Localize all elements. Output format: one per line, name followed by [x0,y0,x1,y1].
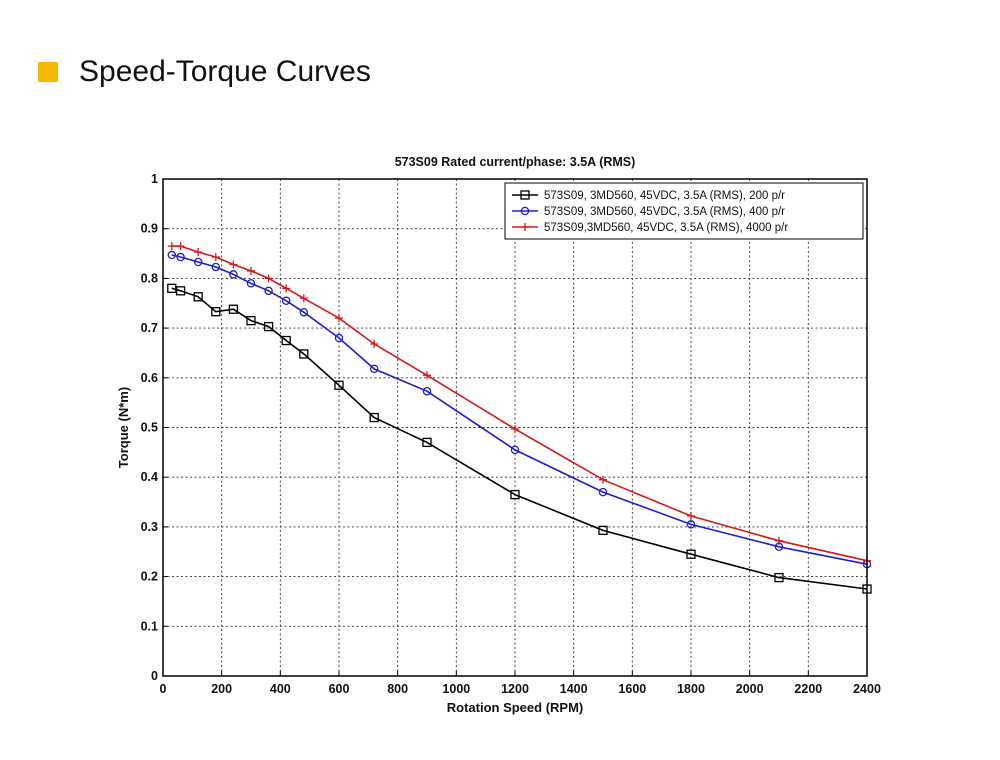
data-point [299,349,309,359]
chart-panel: 0 200 400 600 800 1000 1200 1400 1600 1800 2000 220… [112,145,892,725]
data-point [335,314,343,323]
data-point [281,335,291,346]
data-point [422,437,432,448]
data-point [369,364,379,374]
data-point [423,371,431,380]
data-point [369,412,379,423]
series-3 [167,242,871,565]
y-tick-label: 0.9 [141,222,158,236]
x-tick-label: 1200 [501,682,529,696]
speed-torque-chart: 0 200 400 600 800 1000 1200 1400 1600 1800 2000 220… [112,145,892,725]
x-tick-label: 1400 [560,682,588,696]
legend-box [504,182,864,240]
x-axis-label: Rotation Speed (RPM) [447,700,584,715]
x-tick-label: 2200 [794,682,822,696]
data-point [229,260,238,269]
legend: 573S09, 3MD560, 45VDC, 3.5A (RMS), 200 p… [504,182,864,240]
y-tick-label: 0.4 [141,470,158,484]
data-point [246,315,256,326]
data-point [422,386,432,396]
y-tick-label: 0.6 [141,371,158,385]
data-point [264,274,273,283]
x-tick-label: 2400 [853,682,881,696]
data-point [167,242,176,251]
data-point [167,283,177,293]
data-point [211,253,220,262]
square-bullet-icon [38,62,58,82]
data-point [281,296,291,306]
y-tick-label: 0.2 [141,570,158,584]
data-point [193,292,203,302]
data-point [510,489,520,500]
x-tick-label: 0 [160,682,167,696]
chart-background [112,145,892,725]
y-axis-label: Torque (N*m) [116,387,131,468]
data-point [598,487,608,497]
data-point [211,307,221,317]
legend-entry: 573S09, 3MD560, 45VDC, 3.5A (RMS), 400 p… [544,206,785,218]
data-point [687,511,695,520]
y-tick-label: 0.5 [141,421,158,435]
y-tick-label: 0.8 [141,271,158,285]
series-line [171,287,868,590]
data-point [211,262,221,272]
tick-layer: 0 200 400 600 800 1000 1200 1400 1600 1800 2000 220… [141,172,881,696]
legend-marker [520,190,530,200]
data-point [264,286,273,296]
data-point [282,284,291,293]
legend-entry: 573S09, 3MD560, 45VDC, 3.5A (RMS), 200 p… [544,190,785,202]
x-tick-label: 1800 [677,682,705,696]
legend-marker [520,206,530,216]
data-point [598,525,608,536]
data-point [511,424,519,433]
section-header: Speed-Torque Curves [38,52,371,92]
data-point [229,270,238,279]
data-point [599,475,607,484]
data-point [686,520,696,529]
data-point [175,286,186,296]
chart-title: 573S09 Rated current/phase: 3.5A (RMS) [395,155,636,169]
data-point [194,248,203,257]
data-point [247,266,255,275]
data-point [176,242,185,251]
data-point [775,536,783,545]
y-tick-label: 0.7 [141,321,158,335]
legend-marker [521,223,529,231]
data-point [774,572,784,583]
data-point [263,321,274,332]
y-tick-label: 0.3 [141,520,158,534]
data-point [510,445,520,455]
data-point [246,279,256,288]
data-point [176,252,185,262]
data-point [370,340,379,349]
data-point [334,333,344,343]
data-point [228,304,239,314]
series-layer [167,242,872,594]
y-tick-label: 0 [151,669,158,683]
y-tick-label: 0.1 [141,619,158,633]
y-tick-label: 1 [151,172,158,186]
series-1 [167,283,872,594]
data-point [193,257,203,267]
data-point [334,380,344,390]
x-tick-label: 600 [329,682,350,696]
x-tick-label: 1600 [618,682,646,696]
series-line [171,254,868,565]
legend-entry: 573S09,3MD560, 45VDC, 3.5A (RMS), 4000 p… [544,222,788,234]
data-point [686,549,696,559]
x-tick-label: 800 [387,682,408,696]
data-point [299,294,308,303]
x-tick-label: 200 [211,682,232,696]
data-point [299,307,309,317]
data-point [167,250,177,260]
x-tick-label: 1000 [442,682,470,696]
x-tick-label: 2000 [736,682,764,696]
section-title: Speed-Torque Curves [79,55,371,88]
x-tick-label: 400 [270,682,291,696]
